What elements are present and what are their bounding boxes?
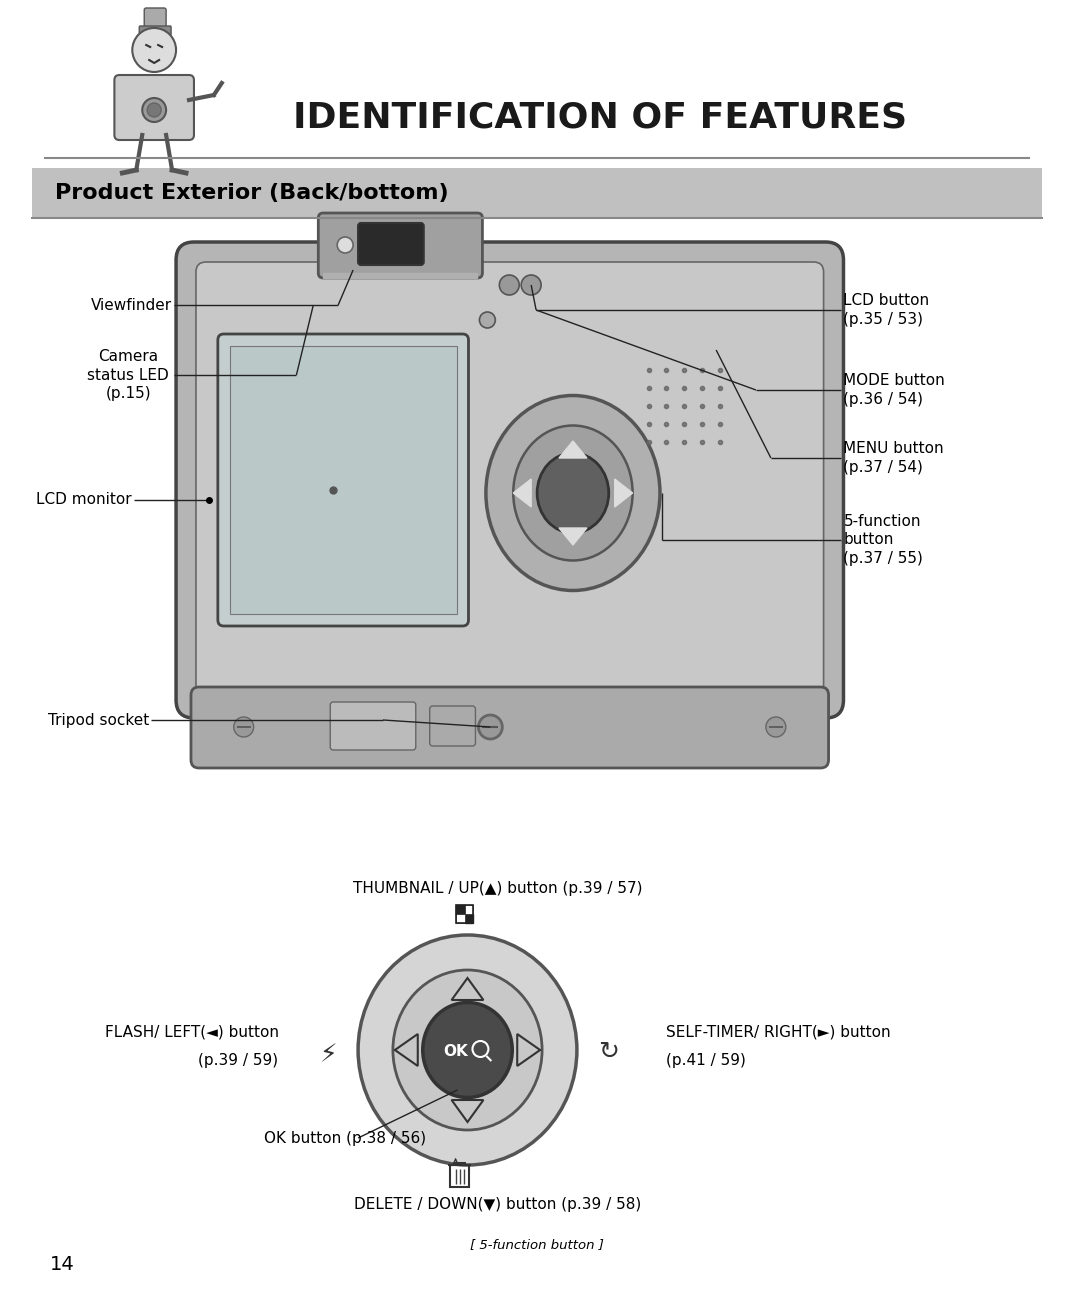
Circle shape <box>337 237 353 253</box>
Polygon shape <box>615 479 633 508</box>
FancyBboxPatch shape <box>191 688 828 768</box>
Polygon shape <box>323 273 477 278</box>
Polygon shape <box>513 479 531 508</box>
Bar <box>456 905 473 923</box>
Text: OK button (p.38 / 56): OK button (p.38 / 56) <box>264 1131 426 1146</box>
Text: (p.41 / 59): (p.41 / 59) <box>666 1053 746 1067</box>
FancyBboxPatch shape <box>176 242 843 717</box>
Text: [ 5-function button ]: [ 5-function button ] <box>470 1238 604 1251</box>
Polygon shape <box>559 528 586 545</box>
FancyBboxPatch shape <box>230 346 457 614</box>
Text: Product Exterior (Back/bottom): Product Exterior (Back/bottom) <box>55 183 448 203</box>
Ellipse shape <box>393 970 542 1131</box>
FancyBboxPatch shape <box>195 262 824 698</box>
FancyBboxPatch shape <box>145 8 166 32</box>
Text: MENU button
(p.37 / 54): MENU button (p.37 / 54) <box>843 442 944 475</box>
Circle shape <box>143 98 166 122</box>
FancyBboxPatch shape <box>218 334 469 625</box>
Text: LCD monitor: LCD monitor <box>36 492 132 508</box>
Text: FLASH/ LEFT(◄) button: FLASH/ LEFT(◄) button <box>105 1024 279 1040</box>
Ellipse shape <box>513 426 633 561</box>
Ellipse shape <box>486 395 660 591</box>
Circle shape <box>480 312 496 328</box>
Text: Tripod socket: Tripod socket <box>48 712 149 728</box>
Text: OK: OK <box>443 1045 468 1059</box>
Text: 14: 14 <box>50 1255 75 1274</box>
Text: (p.39 / 59): (p.39 / 59) <box>199 1053 279 1067</box>
Bar <box>456 905 464 914</box>
Circle shape <box>233 717 254 737</box>
Ellipse shape <box>422 1002 512 1097</box>
Ellipse shape <box>537 453 609 534</box>
Circle shape <box>478 715 502 739</box>
Text: ⚡: ⚡ <box>320 1042 337 1067</box>
Circle shape <box>499 275 519 295</box>
Bar <box>464 905 473 914</box>
FancyBboxPatch shape <box>359 223 423 265</box>
Text: MODE button
(p.36 / 54): MODE button (p.36 / 54) <box>843 373 945 407</box>
Text: SELF-TIMER/ RIGHT(►) button: SELF-TIMER/ RIGHT(►) button <box>666 1024 891 1040</box>
Bar <box>456 914 464 923</box>
Text: LCD button
(p.35 / 53): LCD button (p.35 / 53) <box>843 293 930 326</box>
FancyBboxPatch shape <box>31 168 1042 218</box>
Text: THUMBNAIL / UP(▲) button (p.39 / 57): THUMBNAIL / UP(▲) button (p.39 / 57) <box>352 881 643 896</box>
Circle shape <box>147 104 161 117</box>
FancyBboxPatch shape <box>114 75 194 140</box>
FancyBboxPatch shape <box>330 702 416 750</box>
Text: DELETE / DOWN(▼) button (p.39 / 58): DELETE / DOWN(▼) button (p.39 / 58) <box>354 1198 640 1212</box>
Text: IDENTIFICATION OF FEATURES: IDENTIFICATION OF FEATURES <box>294 101 907 135</box>
FancyBboxPatch shape <box>319 212 483 278</box>
FancyBboxPatch shape <box>139 26 171 35</box>
Text: 5-function
button
(p.37 / 55): 5-function button (p.37 / 55) <box>843 514 923 566</box>
Polygon shape <box>559 442 586 458</box>
Ellipse shape <box>359 935 577 1166</box>
Circle shape <box>766 717 786 737</box>
FancyBboxPatch shape <box>430 706 475 746</box>
Circle shape <box>522 275 541 295</box>
Text: ↻: ↻ <box>598 1040 619 1064</box>
Circle shape <box>132 28 176 73</box>
Text: Viewfinder: Viewfinder <box>91 298 172 312</box>
Bar <box>464 914 473 923</box>
Text: Camera
status LED
(p.15): Camera status LED (p.15) <box>87 348 170 401</box>
